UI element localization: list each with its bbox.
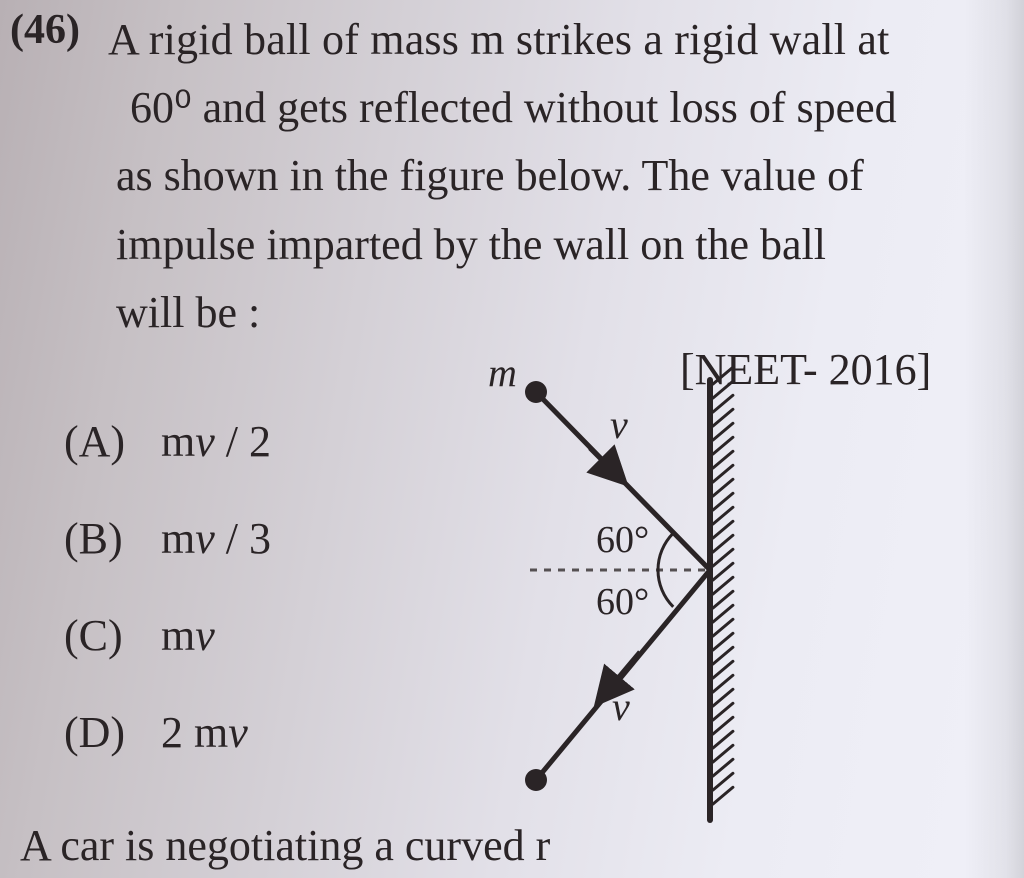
option-a-text-suffix: / 2 bbox=[215, 417, 271, 466]
options-list: (A) mv / 2 (B) mv / 3 (C) mv (D) 2 mv bbox=[64, 416, 271, 804]
option-a-label: (A) bbox=[64, 416, 150, 467]
option-c: (C) mv bbox=[64, 610, 271, 661]
svg-text:v: v bbox=[610, 402, 628, 447]
svg-text:60°: 60° bbox=[596, 581, 649, 623]
next-question-cutoff: A car is negotiating a curved r bbox=[20, 820, 550, 871]
option-d-text-prefix: 2 m bbox=[161, 708, 228, 757]
option-b-label: (B) bbox=[64, 513, 150, 564]
option-d: (D) 2 mv bbox=[64, 707, 271, 758]
option-b-text-italic: v bbox=[195, 514, 215, 563]
stem-line-5: will be : bbox=[108, 279, 998, 347]
option-a: (A) mv / 2 bbox=[64, 416, 271, 467]
option-a-text-prefix: m bbox=[161, 417, 195, 466]
question-stem: A rigid ball of mass m strikes a rigid w… bbox=[108, 6, 998, 347]
option-d-label: (D) bbox=[64, 707, 150, 758]
svg-text:60°: 60° bbox=[596, 519, 649, 561]
option-b: (B) mv / 3 bbox=[64, 513, 271, 564]
stem-line-3: as shown in the figure below. The value … bbox=[108, 142, 998, 210]
stem-line-4: impulse imparted by the wall on the ball bbox=[108, 211, 998, 279]
svg-text:v: v bbox=[612, 684, 630, 729]
option-b-text-prefix: m bbox=[161, 514, 195, 563]
option-c-label: (C) bbox=[64, 610, 150, 661]
option-a-text-italic: v bbox=[195, 417, 215, 466]
page: (46) A rigid ball of mass m strikes a ri… bbox=[0, 0, 1024, 878]
reflection-diagram: m v v 60° 60° bbox=[440, 360, 800, 840]
option-b-text-suffix: / 3 bbox=[215, 514, 271, 563]
svg-text:m: m bbox=[488, 360, 517, 395]
stem-line-2: 60⁰ and gets reflected without loss of s… bbox=[108, 74, 998, 142]
option-c-text-italic: v bbox=[195, 611, 215, 660]
stem-line-1: A rigid ball of mass m strikes a rigid w… bbox=[108, 6, 998, 74]
option-c-text-prefix: m bbox=[161, 611, 195, 660]
question-number: (46) bbox=[10, 6, 80, 54]
option-d-text-italic: v bbox=[228, 708, 248, 757]
